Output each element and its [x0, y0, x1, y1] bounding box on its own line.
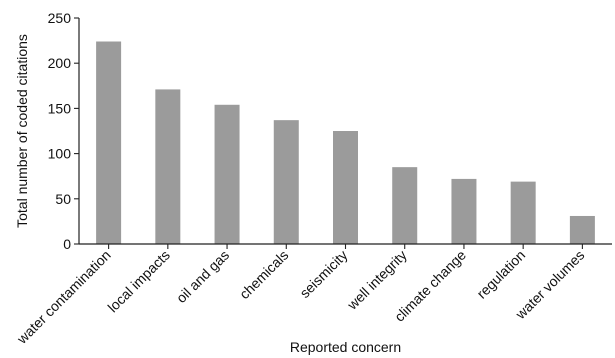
bar	[155, 89, 181, 244]
y-tick-label: 0	[63, 236, 71, 252]
bar	[273, 120, 299, 244]
bars-group	[96, 41, 595, 245]
x-tick-label: chemicals	[236, 247, 291, 302]
y-tick-label: 150	[48, 100, 72, 116]
bar	[510, 181, 536, 244]
x-tick-label: water contamination	[13, 247, 114, 348]
bar	[569, 215, 595, 244]
x-tick-label: regulation	[473, 247, 528, 302]
x-tick-label: oil and gas	[173, 247, 232, 306]
y-axis-ticks: 0 50 100 150 200 250	[48, 10, 79, 252]
y-tick-label: 100	[48, 146, 72, 162]
x-axis-title: Reported concern	[290, 339, 401, 355]
bar	[333, 131, 358, 244]
y-tick-label: 250	[48, 10, 72, 26]
x-tick-label: seismicity	[296, 247, 350, 301]
y-axis-title: Total number of coded citations	[14, 34, 30, 228]
bar	[214, 104, 240, 244]
y-tick-label: 200	[48, 55, 72, 71]
bar	[451, 178, 477, 244]
bar	[96, 41, 122, 245]
bar	[392, 167, 418, 244]
x-tick-label: local impacts	[104, 247, 173, 316]
y-tick-label: 50	[55, 191, 71, 207]
